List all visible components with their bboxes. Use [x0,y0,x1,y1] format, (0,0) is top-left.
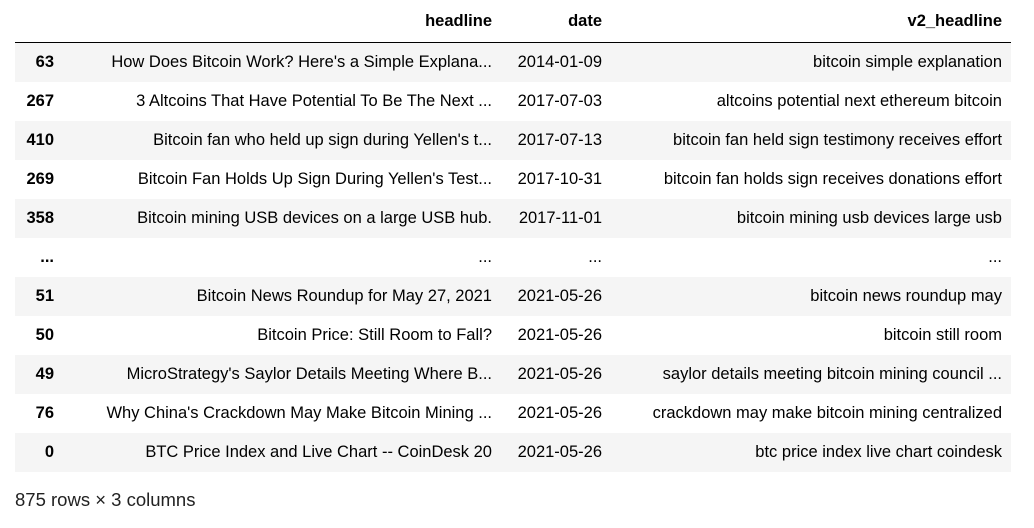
row-index: 269 [26,170,54,188]
headline-cell: How Does Bitcoin Work? Here's a Simple E… [111,53,492,71]
headline-cell: Bitcoin Fan Holds Up Sign During Yellen'… [137,170,492,188]
v2-headline-cell: bitcoin simple explanation [813,53,1002,71]
row-index: 63 [35,53,54,71]
headline-cell: Bitcoin Price: Still Room to Fall? [257,326,492,344]
date-cell: 2014-01-09 [517,53,602,71]
index-header [15,0,63,43]
date-cell: 2017-07-03 [517,92,602,110]
date-cell: 2021-05-26 [517,404,602,422]
date-cell: ... [588,248,602,266]
v2-headline-cell: btc price index live chart coindesk [755,443,1002,461]
headline-cell: Why China's Crackdown May Make Bitcoin M… [106,404,492,422]
table-row: 51 Bitcoin News Roundup for May 27, 2021… [15,277,1011,316]
v2-headline-cell: bitcoin still room [883,326,1002,344]
table-row: 410 Bitcoin fan who held up sign during … [15,121,1011,160]
row-index: 76 [35,404,54,422]
headline-cell: Bitcoin mining USB devices on a large US… [137,209,492,227]
table-row: 63 How Does Bitcoin Work? Here's a Simpl… [15,42,1011,82]
date-cell: 2021-05-26 [517,287,602,305]
row-index: 410 [26,131,54,149]
date-cell: 2021-05-26 [517,443,602,461]
v2-headline-cell: bitcoin fan held sign testimony receives… [673,131,1002,149]
table-row: 76 Why China's Crackdown May Make Bitcoi… [15,394,1011,433]
row-index: 358 [26,209,54,227]
v2-headline-cell: ... [988,248,1002,266]
row-index: 51 [35,287,54,305]
v2-headline-cell: altcoins potential next ethereum bitcoin [716,92,1002,110]
headline-cell: 3 Altcoins That Have Potential To Be The… [136,92,492,110]
table-body: 63 How Does Bitcoin Work? Here's a Simpl… [15,42,1011,472]
table-row: 267 3 Altcoins That Have Potential To Be… [15,82,1011,121]
headline-cell: Bitcoin News Roundup for May 27, 2021 [196,287,492,305]
date-cell: 2021-05-26 [517,365,602,383]
column-header-headline: headline [63,0,501,43]
table-row: 0 BTC Price Index and Live Chart -- Coin… [15,433,1011,472]
column-header-v2-headline: v2_headline [611,0,1011,43]
date-cell: 2017-07-13 [517,131,602,149]
v2-headline-cell: saylor details meeting bitcoin mining co… [662,365,1002,383]
dataframe-table: headline date v2_headline 63 How Does Bi… [15,0,1011,472]
ellipsis-row: ... ... ... ... [15,238,1011,277]
headline-cell: ... [478,248,492,266]
headline-cell: MicroStrategy's Saylor Details Meeting W… [126,365,492,383]
v2-headline-cell: bitcoin news roundup may [810,287,1002,305]
v2-headline-cell: bitcoin fan holds sign receives donation… [663,170,1002,188]
v2-headline-cell: bitcoin mining usb devices large usb [736,209,1002,227]
date-cell: 2017-10-31 [517,170,602,188]
v2-headline-cell: crackdown may make bitcoin mining centra… [652,404,1002,422]
date-cell: 2021-05-26 [517,326,602,344]
row-index: 50 [35,326,54,344]
table-row: 49 MicroStrategy's Saylor Details Meetin… [15,355,1011,394]
dataframe-shape-text: 875 rows × 3 columns [15,489,196,510]
headline-cell: BTC Price Index and Live Chart -- CoinDe… [145,443,492,461]
row-index: 267 [26,92,54,110]
column-header-date: date [501,0,611,43]
table-row: 269 Bitcoin Fan Holds Up Sign During Yel… [15,160,1011,199]
dataframe-output: headline date v2_headline 63 How Does Bi… [15,0,1011,510]
headline-cell: Bitcoin fan who held up sign during Yell… [153,131,492,149]
table-row: 358 Bitcoin mining USB devices on a larg… [15,199,1011,238]
header-row: headline date v2_headline [15,0,1011,43]
table-row: 50 Bitcoin Price: Still Room to Fall? 20… [15,316,1011,355]
table-header: headline date v2_headline [15,0,1011,43]
row-index: ... [40,248,54,266]
date-cell: 2017-11-01 [518,209,602,227]
row-index: 49 [35,365,54,383]
row-index: 0 [44,443,54,461]
